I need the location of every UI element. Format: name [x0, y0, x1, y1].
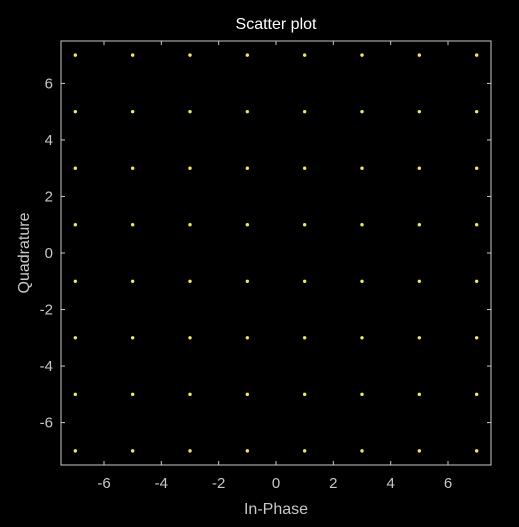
scatter-point [245, 449, 250, 453]
scatter-point [130, 336, 135, 340]
x-tick-label: 4 [386, 475, 394, 492]
scatter-point [188, 336, 192, 340]
scatter-point [130, 449, 135, 453]
scatter-point [302, 223, 307, 227]
y-tick-label: 0 [45, 245, 53, 262]
scatter-point [474, 279, 479, 283]
scatter-point [474, 336, 479, 340]
scatter-point [73, 53, 78, 57]
scatter-point [188, 392, 192, 397]
scatter-point [417, 223, 422, 227]
scatter-point [73, 449, 78, 453]
y-tick-label: 4 [45, 132, 53, 149]
y-tick-label: -4 [40, 358, 53, 375]
scatter-point [245, 279, 250, 283]
scatter-point [73, 166, 78, 170]
scatter-point [417, 392, 422, 397]
scatter-point [188, 223, 192, 227]
scatter-point [474, 449, 479, 453]
scatter-point [245, 109, 250, 114]
scatter-points [73, 53, 479, 453]
plot-area [60, 40, 492, 466]
scatter-point [245, 336, 250, 340]
scatter-point [73, 279, 78, 283]
chart-title: Scatter plot [236, 16, 317, 33]
scatter-point [302, 53, 307, 57]
scatter-point [360, 166, 364, 170]
x-tick-label: 2 [329, 475, 337, 492]
scatter-point [417, 449, 422, 453]
scatter-point [474, 223, 479, 227]
y-tick-label: -2 [40, 302, 53, 319]
scatter-point [188, 109, 192, 114]
scatter-point [188, 449, 192, 453]
y-tick-label: 6 [45, 75, 53, 92]
scatter-point [245, 166, 250, 170]
y-axis-ticks: -6 -4 -2 0 2 4 6 [40, 75, 491, 432]
scatter-point [360, 336, 364, 340]
y-axis-label: Quadrature [16, 212, 33, 293]
scatter-point [73, 392, 78, 397]
scatter-point [302, 279, 307, 283]
scatter-point [302, 449, 307, 453]
scatter-point [474, 166, 479, 170]
x-tick-label: -4 [155, 475, 168, 492]
scatter-point [130, 166, 135, 170]
scatter-point [360, 53, 364, 57]
x-tick-label: -2 [212, 475, 225, 492]
scatter-point [188, 279, 192, 283]
scatter-point [360, 223, 364, 227]
scatter-point [73, 336, 78, 340]
scatter-point [474, 53, 479, 57]
scatter-point [130, 223, 135, 227]
scatter-point [417, 279, 422, 283]
scatter-point [245, 53, 250, 57]
scatter-point [245, 223, 250, 227]
scatter-point [302, 109, 307, 114]
scatter-point [130, 53, 135, 57]
scatter-point [360, 449, 364, 453]
scatter-point [130, 279, 135, 283]
scatter-point [130, 392, 135, 397]
scatter-point [360, 109, 364, 114]
scatter-point [73, 109, 78, 114]
scatter-point [360, 392, 364, 397]
y-tick-label: -6 [40, 415, 53, 432]
scatter-point [73, 223, 78, 227]
scatter-point [474, 392, 479, 397]
scatter-point [302, 166, 307, 170]
scatter-point [417, 53, 422, 57]
scatter-point [417, 166, 422, 170]
x-axis-label: In-Phase [244, 501, 308, 518]
scatter-point [245, 392, 250, 397]
x-axis-ticks: -6 -4 -2 0 2 4 6 [97, 41, 452, 492]
scatter-point [130, 109, 135, 114]
scatter-point [302, 336, 307, 340]
x-tick-label: 0 [272, 475, 280, 492]
x-tick-label: -6 [97, 475, 110, 492]
scatter-point [417, 109, 422, 114]
scatter-point [188, 166, 192, 170]
x-tick-label: 6 [444, 475, 452, 492]
scatter-point [474, 109, 479, 114]
scatter-point [417, 336, 422, 340]
y-tick-label: 2 [45, 188, 53, 205]
scatter-point [188, 53, 192, 57]
scatter-point [302, 392, 307, 397]
scatter-point [360, 279, 364, 283]
